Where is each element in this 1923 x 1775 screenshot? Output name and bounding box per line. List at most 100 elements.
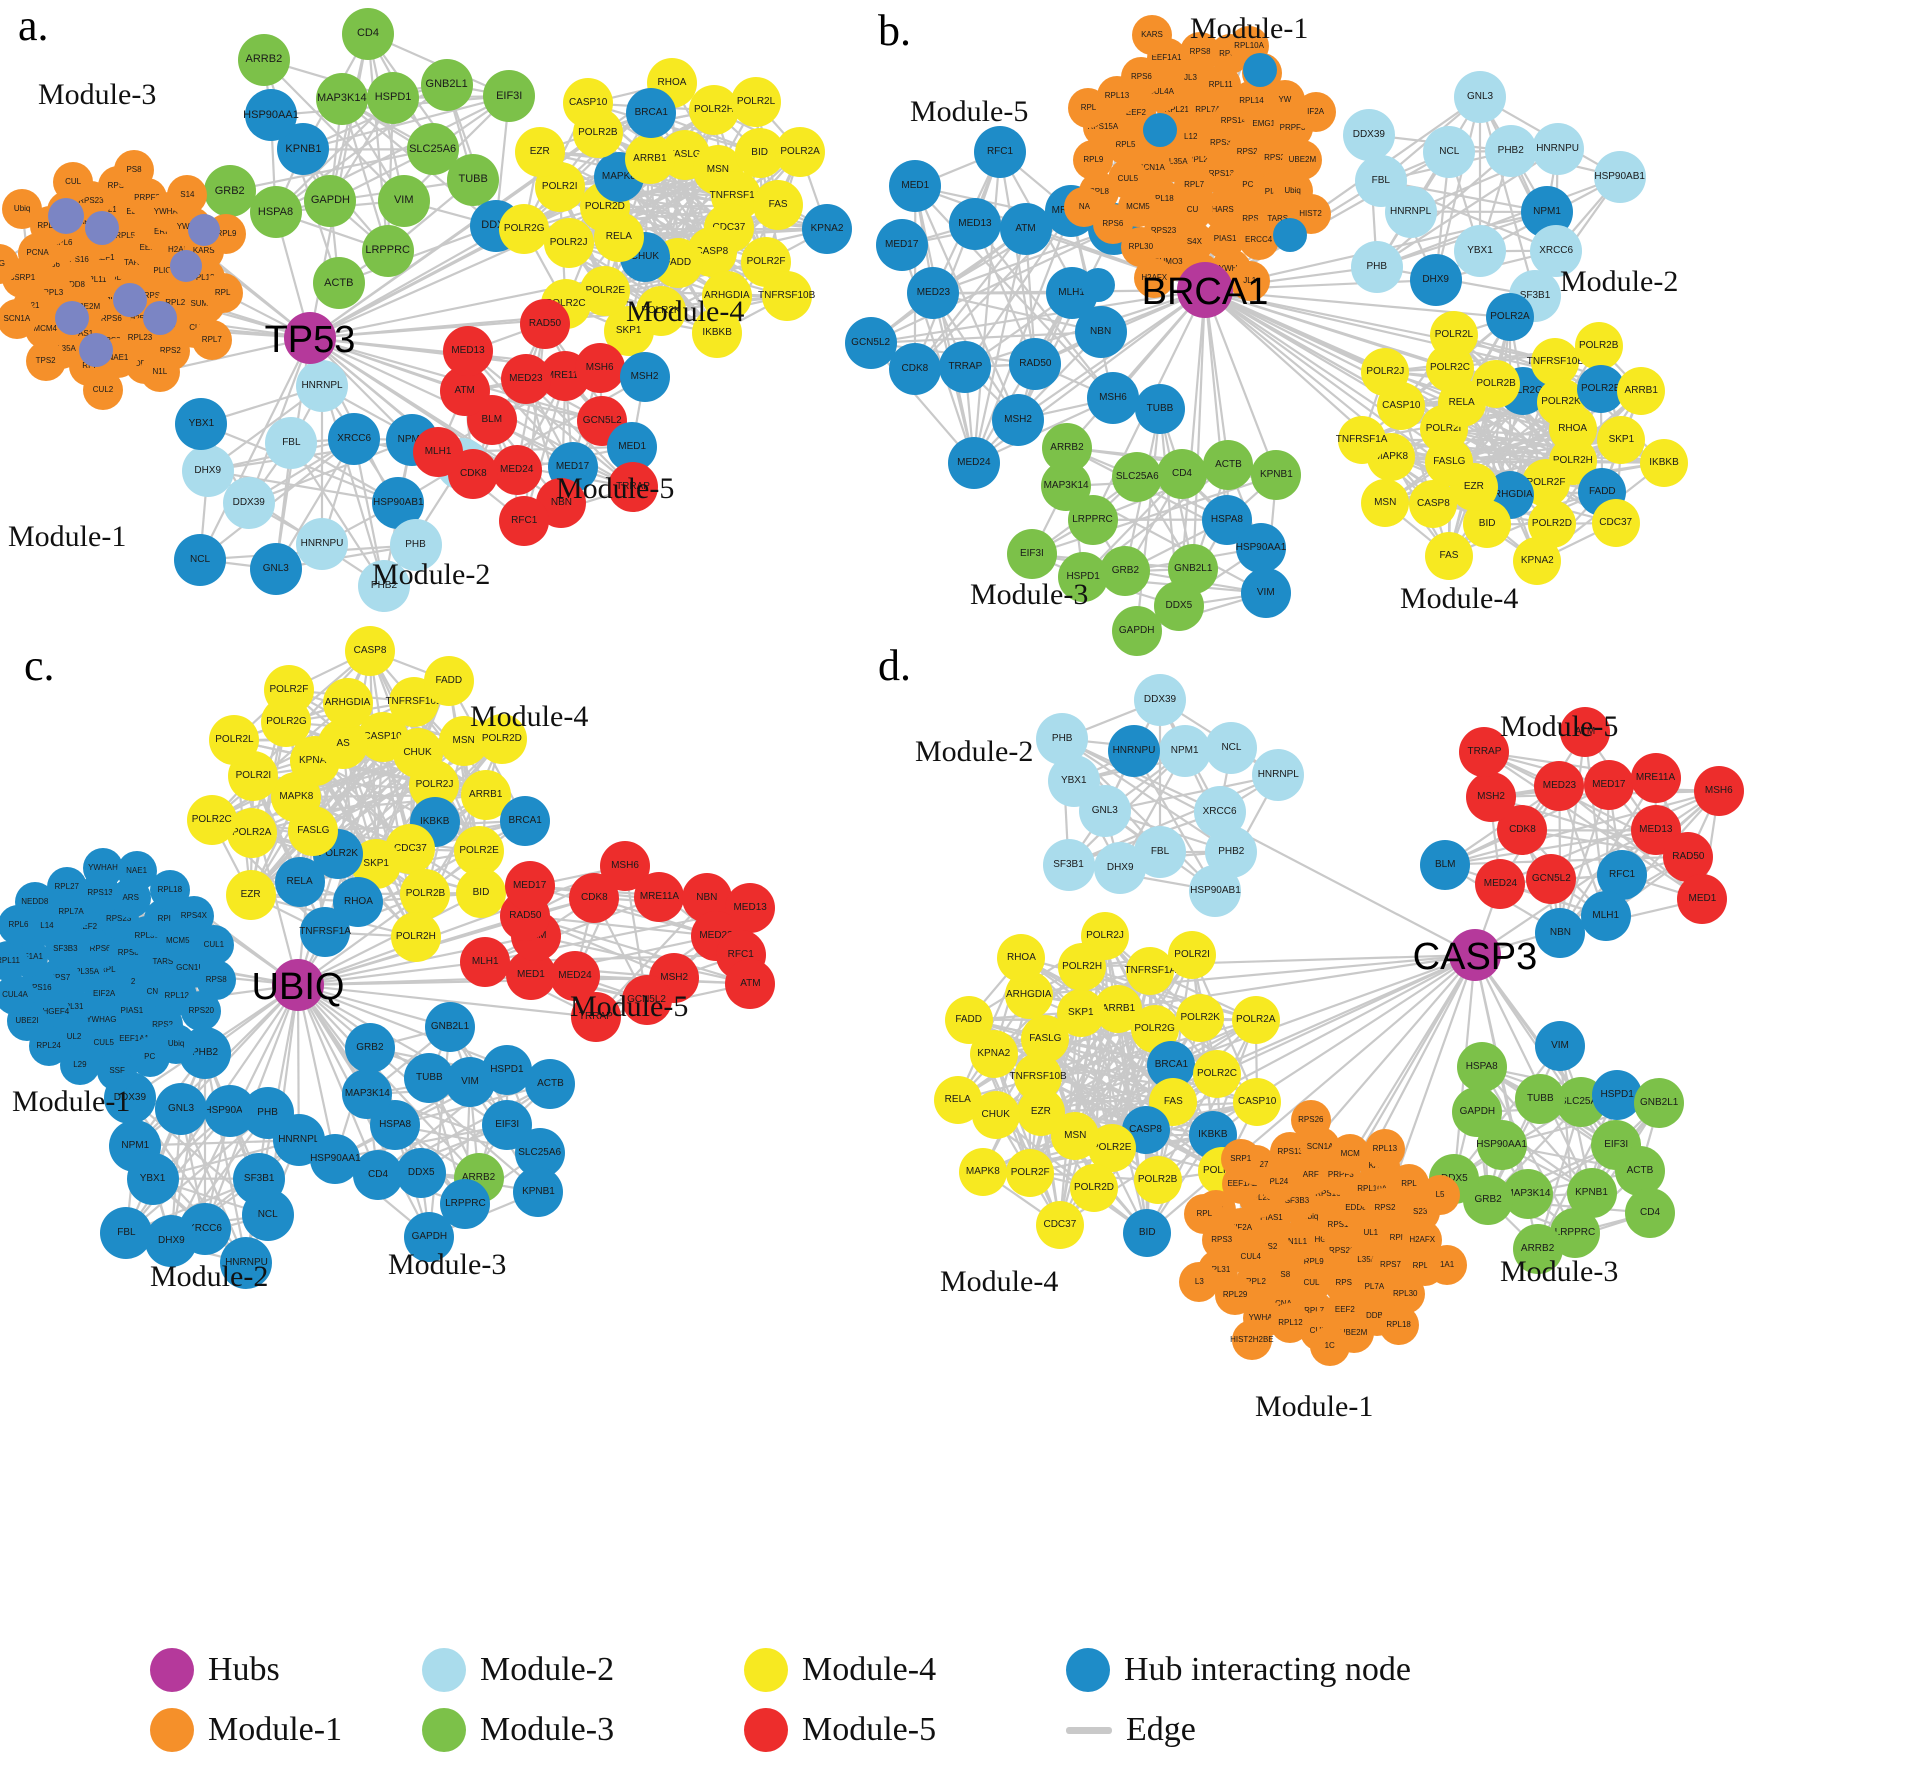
network-node-msh6[interactable]: MSH6 (1693, 766, 1744, 816)
network-node-ncl[interactable]: NCL (1423, 125, 1476, 178)
network-node-fadd[interactable]: FADD (423, 655, 474, 706)
network-node-ddx5[interactable]: DDX5 (396, 1147, 447, 1198)
network-node-rpl18[interactable]: RPL18 (1378, 1304, 1419, 1345)
network-node-cul[interactable]: CUL (53, 162, 94, 203)
network-node-l5[interactable]: L5 (1420, 1175, 1461, 1216)
network-node-med17[interactable]: MED17 (875, 219, 928, 272)
network-node-med24[interactable]: MED24 (491, 444, 542, 495)
network-node-gnb2l1[interactable]: GNB2L1 (420, 58, 473, 111)
network-node-b-overlay-2[interactable] (1273, 218, 1307, 252)
network-node-1a1[interactable]: 1A1 (1427, 1245, 1468, 1286)
network-node-cdc37[interactable]: CDC37 (1035, 1201, 1084, 1250)
network-node-ikbkb[interactable]: IKBKB (1640, 438, 1689, 487)
network-node-msh2[interactable]: MSH2 (619, 352, 670, 403)
network-node-polr2c[interactable]: POLR2C (186, 795, 237, 846)
network-node-xrcc6[interactable]: XRCC6 (328, 412, 381, 465)
network-node-ps8[interactable]: PS8 (114, 150, 155, 190)
network-node-kpna2[interactable]: KPNA2 (802, 204, 853, 255)
network-node-gnl3[interactable]: GNL3 (249, 542, 302, 595)
network-node-mlh1[interactable]: MLH1 (1580, 891, 1631, 942)
network-node-mre11a[interactable]: MRE11A (634, 871, 685, 922)
network-node-overlay-3[interactable] (143, 301, 177, 335)
network-node-kars[interactable]: KARS (1132, 14, 1172, 55)
network-node-overlay-7[interactable] (188, 214, 220, 246)
network-node-brca1[interactable]: BRCA1 (500, 795, 551, 846)
network-node-msh6[interactable]: MSH6 (1086, 372, 1139, 425)
network-node-ddx5[interactable]: DDX5 (1153, 581, 1204, 632)
hub-node-casp3[interactable] (1449, 929, 1501, 981)
network-node-ybx1[interactable]: YBX1 (175, 397, 228, 450)
network-node-lrpprc[interactable]: LRPPRC (361, 224, 414, 277)
network-node-phb[interactable]: PHB (1350, 240, 1403, 293)
network-node-nbn[interactable]: NBN (1535, 907, 1586, 958)
network-node-bid[interactable]: BID (455, 867, 506, 918)
network-node-grb2[interactable]: GRB2 (1100, 546, 1151, 597)
network-node-hnrnpu[interactable]: HNRNPU (1107, 725, 1160, 778)
hub-node-ubiq[interactable] (272, 959, 324, 1011)
network-node-mlh1[interactable]: MLH1 (413, 427, 464, 478)
hub-node-brca1[interactable] (1177, 262, 1233, 318)
network-node-rpl[interactable]: RPL (202, 273, 243, 314)
network-node-hspd1[interactable]: HSPD1 (367, 71, 420, 124)
network-node-tnfrsf1a[interactable]: TNFRSF1A (1336, 416, 1387, 464)
network-node-fas[interactable]: FAS (753, 180, 804, 231)
network-node-mlh1[interactable]: MLH1 (460, 936, 511, 987)
network-node-npm1[interactable]: NPM1 (109, 1119, 162, 1172)
network-node-polr2j[interactable]: POLR2J (543, 217, 594, 268)
network-node-rps26[interactable]: RPS26 (1290, 1100, 1331, 1141)
network-node-tubb[interactable]: TUBB (447, 153, 500, 206)
network-node-l29[interactable]: L29 (59, 1044, 100, 1085)
network-node-eif3i[interactable]: EIF3I (483, 70, 536, 123)
network-node-b-overlay-1[interactable] (1143, 113, 1177, 147)
network-node-ezr[interactable]: EZR (225, 870, 276, 921)
network-node-srp1[interactable]: SRP1 (1220, 1139, 1261, 1180)
network-node-msh6[interactable]: MSH6 (574, 342, 625, 393)
network-node-ncl[interactable]: NCL (174, 533, 227, 586)
network-node-med23[interactable]: MED23 (500, 354, 551, 405)
network-node-rpl[interactable]: RPL (1184, 1193, 1225, 1234)
network-node-polr2a[interactable]: POLR2A (775, 126, 826, 177)
network-node-polr2f[interactable]: POLR2F (1006, 1148, 1055, 1197)
network-node-slc25a6[interactable]: SLC25A6 (1112, 452, 1163, 503)
network-node-hnrnpu[interactable]: HNRNPU (1531, 122, 1584, 175)
network-node-rhoa[interactable]: RHOA (997, 933, 1046, 982)
network-node-polr2d[interactable]: POLR2D (1069, 1164, 1118, 1213)
network-node-overlay-6[interactable] (170, 250, 202, 282)
network-node-gcn5l2[interactable]: GCN5L2 (621, 974, 672, 1025)
network-node-map3k14[interactable]: MAP3K14 (315, 72, 368, 125)
network-node-med24[interactable]: MED24 (1475, 858, 1526, 909)
network-node-brca1[interactable]: BRCA1 (626, 87, 677, 138)
network-node-cul1[interactable]: CUL1 (193, 924, 234, 965)
network-node-vim[interactable]: VIM (1240, 568, 1291, 619)
network-node-rpl27[interactable]: RPL27 (46, 866, 87, 907)
network-node-med24[interactable]: MED24 (947, 436, 1000, 489)
network-node-rpl[interactable]: RPL (1068, 88, 1109, 129)
network-node-fbl[interactable]: FBL (265, 416, 318, 469)
network-node-hnrnpl[interactable]: HNRNPL (296, 360, 348, 413)
network-node-fadd[interactable]: FADD (944, 995, 993, 1044)
network-node-npm1[interactable]: NPM1 (1158, 725, 1211, 778)
network-node-grb2[interactable]: GRB2 (203, 165, 256, 218)
network-node-cdk8[interactable]: CDK8 (569, 872, 620, 923)
network-node-ddx39[interactable]: DDX39 (1134, 674, 1186, 727)
network-node-tubb[interactable]: TUBB (1135, 383, 1185, 434)
network-node-overlay-5[interactable] (79, 333, 113, 367)
network-node-cdc37[interactable]: CDC37 (1591, 499, 1640, 548)
network-node-ddx39[interactable]: DDX39 (1342, 108, 1395, 161)
network-node-ybx1[interactable]: YBX1 (1454, 225, 1506, 278)
network-node-hsp90aa1[interactable]: HSP90AA1 (1236, 522, 1286, 573)
network-node-kpnb1[interactable]: KPNB1 (513, 1166, 564, 1217)
network-node-mapk8[interactable]: MAPK8 (958, 1147, 1007, 1196)
network-node-overlay-0[interactable] (48, 198, 84, 234)
network-node-hsp90ab1[interactable]: HSP90AB1 (1593, 150, 1646, 203)
network-node-rfc1[interactable]: RFC1 (974, 125, 1026, 178)
network-node-med17[interactable]: MED17 (1583, 760, 1634, 811)
network-node-ncl[interactable]: NCL (241, 1189, 294, 1242)
network-node-cd4[interactable]: CD4 (1625, 1187, 1676, 1238)
network-node-casp10[interactable]: CASP10 (563, 78, 614, 129)
network-node-tnfrsf10b[interactable]: TNFRSF10B (758, 271, 815, 322)
network-node-tubb[interactable]: TUBB (1515, 1073, 1566, 1124)
network-node-overlay-1[interactable] (85, 211, 119, 245)
network-node-arrb1[interactable]: ARRB1 (624, 133, 675, 184)
network-node-med13[interactable]: MED13 (948, 198, 1001, 251)
